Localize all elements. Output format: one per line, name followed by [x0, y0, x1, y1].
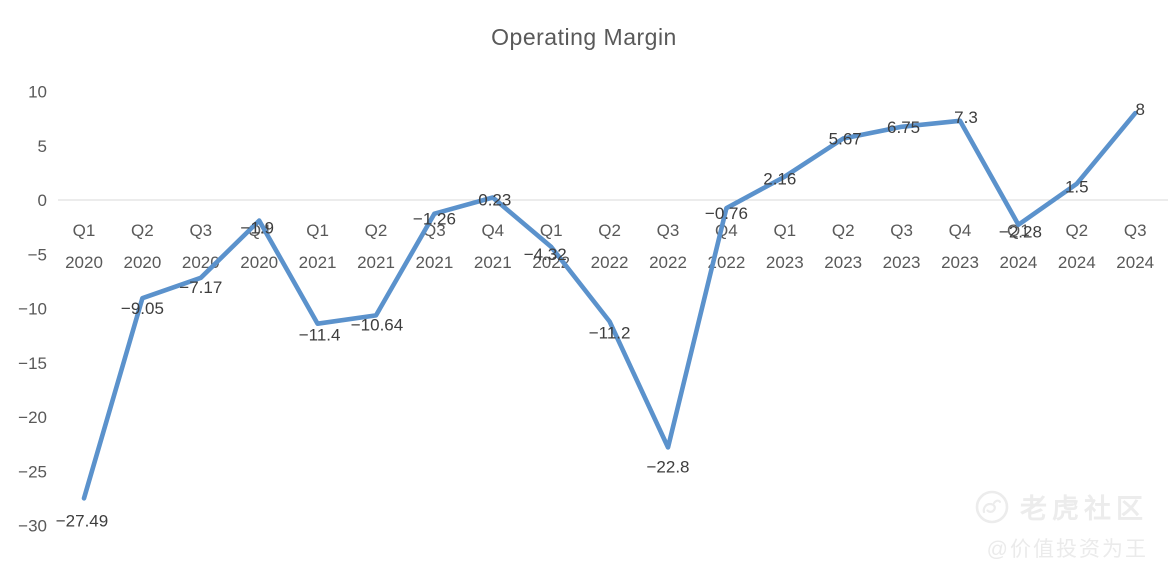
- x-axis-year-label: 2020: [123, 253, 161, 272]
- x-axis-quarter-label: Q3: [1124, 221, 1147, 240]
- data-point-label: 7.3: [954, 108, 978, 127]
- data-point-label: 8: [1135, 100, 1144, 119]
- x-axis-quarter-label: Q4: [949, 221, 972, 240]
- x-axis-year-label: 2023: [941, 253, 979, 272]
- y-axis-tick-label: −5: [28, 245, 47, 264]
- x-axis-year-label: 2021: [299, 253, 337, 272]
- data-point-label: 5.67: [829, 129, 862, 148]
- x-axis-quarter-label: Q1: [773, 221, 796, 240]
- y-axis-tick-label: 0: [38, 191, 47, 210]
- y-axis-tick-label: −30: [18, 517, 47, 536]
- x-axis-year-label: 2021: [357, 253, 395, 272]
- x-axis-quarter-label: Q3: [890, 221, 913, 240]
- y-axis-labels: 10 5 0 −5 −10 −15 −20 −25 −30: [18, 83, 47, 536]
- x-axis-quarter-label: Q4: [481, 221, 504, 240]
- x-axis-year-label: 2024: [1116, 253, 1154, 272]
- x-axis-year-label: 2021: [474, 253, 512, 272]
- x-axis-year-label: 2023: [883, 253, 921, 272]
- x-axis-year-label: 2021: [415, 253, 453, 272]
- data-point-label: −0.76: [705, 204, 748, 223]
- data-point-label: 0.23: [478, 191, 511, 210]
- y-axis-tick-label: −25: [18, 462, 47, 481]
- data-point-label: −22.8: [646, 457, 689, 476]
- data-point-label: −1.26: [413, 210, 456, 229]
- data-point-label: 2.16: [763, 170, 796, 189]
- y-axis-tick-label: −15: [18, 354, 47, 373]
- data-point-label: −4.32: [524, 245, 567, 264]
- x-axis-quarter-label: Q2: [598, 221, 621, 240]
- series: [81, 110, 1138, 501]
- x-axis-year-label: 2023: [824, 253, 862, 272]
- data-point-label: −1.9: [240, 219, 274, 238]
- data-point-label: −11.2: [589, 324, 631, 343]
- x-axis-year-label: 2022: [649, 253, 687, 272]
- x-axis-year-label: 2024: [999, 253, 1037, 272]
- data-labels: −27.49 −9.05 −7.17 −1.9 −11.4 −10.64 −1.26 0.23…: [56, 100, 1145, 530]
- data-point-label: −11.4: [299, 326, 341, 345]
- data-point-label: −27.49: [56, 511, 108, 530]
- x-axis-year-label: 2023: [766, 253, 804, 272]
- x-axis-quarter-label: Q2: [365, 221, 388, 240]
- x-axis-year-label: 2022: [591, 253, 629, 272]
- x-axis-quarter-label: Q1: [306, 221, 329, 240]
- y-axis-tick-label: 5: [38, 137, 47, 156]
- x-axis-quarter-label: Q3: [657, 221, 680, 240]
- x-axis-year-label: 2024: [1058, 253, 1096, 272]
- data-point-label: −2.28: [999, 223, 1042, 242]
- x-axis-quarter-label: Q2: [832, 221, 855, 240]
- y-axis-tick-label: −20: [18, 408, 47, 427]
- x-axis-quarter-label: Q1: [1007, 221, 1030, 240]
- x-axis-labels: Q12020Q22020Q32020Q42020Q12021Q22021Q320…: [65, 221, 1154, 272]
- x-axis-year-label: 2020: [65, 253, 103, 272]
- operating-margin-series-line: [81, 110, 1138, 501]
- x-axis-quarter-label: Q2: [1065, 221, 1088, 240]
- data-point-label: 6.75: [887, 118, 920, 137]
- data-point-label: −10.64: [351, 315, 403, 334]
- x-axis-quarter-label: Q1: [73, 221, 96, 240]
- x-axis-year-label: 2020: [240, 253, 278, 272]
- y-axis-tick-label: −10: [18, 300, 47, 319]
- data-point-label: −7.17: [179, 278, 222, 297]
- x-axis-quarter-label: Q1: [540, 221, 563, 240]
- x-axis-quarter-label: Q2: [131, 221, 154, 240]
- y-axis-tick-label: 10: [28, 83, 47, 102]
- data-point-label: −9.05: [121, 299, 164, 318]
- x-axis-quarter-label: Q3: [189, 221, 212, 240]
- data-point-label: 1.5: [1065, 178, 1089, 197]
- x-axis-year-label: 2022: [707, 253, 745, 272]
